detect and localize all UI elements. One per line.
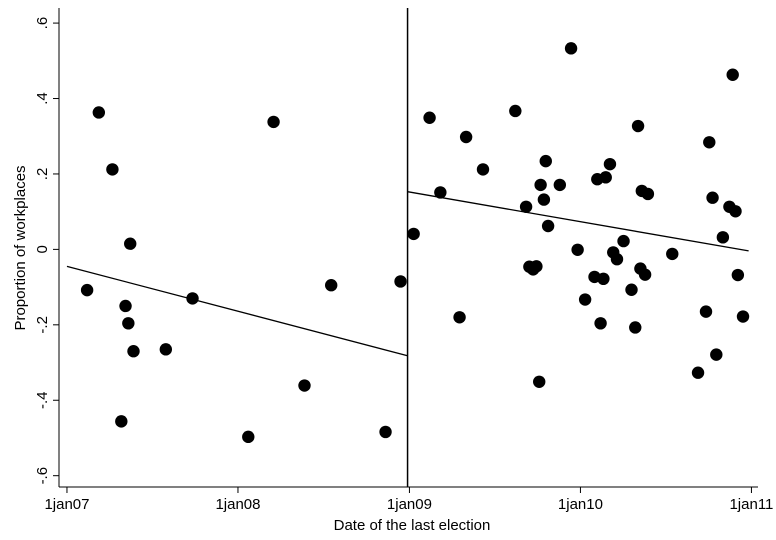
y-tick-label: -.2	[34, 316, 51, 334]
data-point	[124, 237, 137, 250]
data-point	[731, 268, 745, 282]
x-tick-label: 1jan07	[44, 496, 89, 513]
data-point	[80, 283, 94, 297]
data-point	[703, 136, 716, 149]
data-point	[92, 106, 106, 119]
y-axis: -.6 -.4 -.2 0 .2 .4 .6	[34, 17, 59, 485]
data-point	[578, 293, 592, 306]
data-point	[610, 252, 624, 266]
data-point	[564, 42, 578, 55]
data-point	[533, 375, 546, 388]
data-point	[571, 243, 584, 256]
y-tick-label: 0	[34, 245, 51, 253]
data-point	[710, 348, 723, 361]
data-point	[127, 345, 140, 358]
data-point	[242, 430, 255, 444]
data-point	[534, 178, 547, 192]
y-tick-label: .2	[34, 168, 51, 181]
data-point	[599, 171, 612, 184]
data-points-group	[80, 42, 750, 444]
data-point	[537, 193, 551, 206]
y-axis-title: Proportion of workplaces	[12, 165, 29, 330]
data-point	[629, 321, 642, 334]
data-point	[666, 247, 679, 261]
data-point	[186, 292, 199, 305]
x-tick-label: 1jan11	[729, 496, 773, 513]
x-tick-label: 1jan08	[215, 496, 260, 513]
data-point	[553, 178, 567, 192]
data-point	[597, 272, 610, 286]
data-point	[541, 219, 555, 233]
data-point	[729, 205, 742, 218]
data-point	[726, 68, 739, 81]
data-point	[530, 260, 543, 273]
data-point	[539, 154, 552, 168]
data-point	[407, 227, 420, 241]
data-point	[603, 157, 617, 171]
data-point	[434, 186, 447, 199]
data-point	[324, 279, 338, 292]
data-point	[625, 283, 638, 296]
x-axis: 1jan07 1jan08 1jan09 1jan10 1jan11	[44, 487, 773, 513]
data-point	[519, 200, 533, 213]
data-point	[716, 231, 730, 244]
data-point	[617, 234, 630, 248]
data-point	[631, 119, 645, 133]
data-point	[509, 104, 522, 118]
y-tick-label: -.6	[34, 467, 51, 485]
data-point	[453, 311, 466, 324]
fit-lines-group	[66, 191, 749, 357]
data-point	[476, 163, 490, 176]
data-point	[699, 305, 713, 318]
x-tick-label: 1jan09	[387, 496, 432, 513]
data-point	[106, 163, 119, 176]
data-point	[267, 115, 280, 129]
data-point	[641, 187, 655, 201]
data-point	[394, 275, 407, 288]
y-tick-label: .6	[34, 17, 51, 30]
data-point	[638, 268, 652, 281]
data-point	[298, 379, 311, 392]
data-point	[459, 130, 473, 144]
fit-line	[66, 265, 408, 357]
data-point	[119, 299, 132, 313]
x-tick-label: 1jan10	[558, 496, 603, 513]
data-point	[379, 425, 392, 439]
data-point	[706, 191, 719, 204]
data-point	[736, 310, 750, 323]
data-point	[115, 415, 128, 428]
data-point	[423, 111, 436, 124]
data-point	[691, 366, 705, 379]
y-tick-label: .4	[34, 92, 51, 105]
data-point	[122, 317, 135, 330]
plot-frame	[58, 8, 758, 488]
x-axis-title: Date of the last election	[334, 517, 491, 534]
y-tick-label: -.4	[34, 391, 51, 409]
data-point	[159, 343, 173, 356]
data-point	[594, 317, 607, 330]
fit-line	[407, 191, 749, 252]
